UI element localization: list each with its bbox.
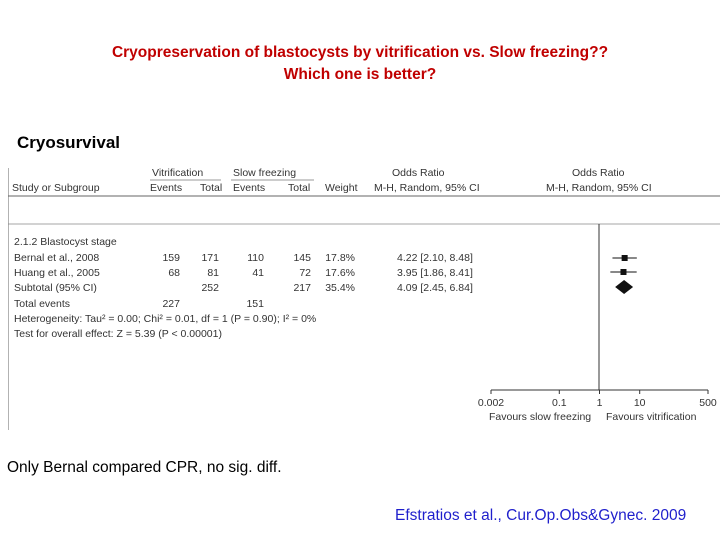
note-text: Only Bernal compared CPR, no sig. diff. (7, 459, 282, 476)
header-method-right: M-H, Random, 95% CI (546, 182, 652, 194)
overall-effect-text: Test for overall effect: Z = 5.39 (P < 0… (14, 328, 222, 340)
row-events2: 41 (252, 267, 264, 279)
row-ci: 4.22 [2.10, 8.48] (397, 252, 473, 264)
header-total2: Total (288, 182, 310, 194)
row-study: Subtotal (95% CI) (14, 282, 97, 294)
header-weight: Weight (325, 182, 358, 194)
slide-title: Cryopreservation of blastocysts by vitri… (0, 42, 720, 86)
total-events1: 227 (162, 298, 180, 310)
subgroup-label: 2.1.2 Blastocyst stage (14, 236, 117, 248)
x-tick-label: 0.1 (552, 397, 567, 409)
header-or-left: Odds Ratio (392, 167, 445, 179)
table-row-subtotal: Subtotal (95% CI) 252 217 35.4% 4.09 [2.… (14, 282, 473, 294)
title-line-1: Cryopreservation of blastocysts by vitri… (111, 44, 609, 61)
row-total2: 217 (293, 282, 311, 294)
x-tick-label: 10 (634, 397, 646, 409)
row-ci: 3.95 [1.86, 8.41] (397, 267, 473, 279)
table-row: Huang et al., 2005 68 81 41 72 17.6% 3.9… (14, 267, 473, 279)
table-row: Bernal et al., 2008 159 171 110 145 17.8… (14, 252, 473, 264)
row-ci: 4.09 [2.45, 6.84] (397, 282, 473, 294)
row-total1: 252 (201, 282, 219, 294)
header-study: Study or Subgroup (12, 182, 100, 194)
summary-diamond (615, 280, 634, 294)
header-method-left: M-H, Random, 95% CI (374, 182, 480, 194)
header-events1: Events (150, 182, 182, 194)
x-tick-label: 1 (597, 397, 603, 409)
favours-left: Favours slow freezing (489, 411, 591, 423)
row-study: Huang et al., 2005 (14, 267, 100, 279)
header-group2: Slow freezing (233, 167, 296, 179)
header-or-right: Odds Ratio (572, 167, 625, 179)
row-weight: 35.4% (325, 282, 355, 294)
reference-text: Efstratios et al., Cur.Op.Obs&Gynec. 200… (395, 507, 687, 524)
row-events2: 110 (247, 252, 264, 264)
x-tick-label: 0.002 (478, 397, 504, 409)
header-group1: Vitrification (152, 167, 203, 179)
row-total2: 72 (299, 267, 311, 279)
favours-right: Favours vitrification (606, 411, 697, 423)
heterogeneity-text: Heterogeneity: Tau² = 0.00; Chi² = 0.01,… (14, 313, 316, 325)
row-total2: 145 (293, 252, 311, 264)
section-heading: Cryosurvival (17, 133, 120, 152)
header-total1: Total (200, 182, 222, 194)
study-point (620, 269, 627, 275)
study-point (621, 255, 628, 261)
row-events1: 159 (162, 252, 180, 264)
x-tick-label: 500 (699, 397, 717, 409)
row-events1: 68 (168, 267, 180, 279)
row-total1: 171 (201, 252, 219, 264)
header-events2: Events (233, 182, 265, 194)
row-study: Bernal et al., 2008 (14, 252, 99, 264)
row-weight: 17.8% (325, 252, 355, 264)
plot-marks (610, 255, 637, 294)
total-events-label: Total events (14, 298, 70, 310)
total-events2: 151 (246, 298, 264, 310)
x-axis-ticks: 0.002 0.1 1 10 500 (478, 390, 717, 409)
title-line-2: Which one is better? (283, 66, 437, 83)
row-weight: 17.6% (325, 267, 355, 279)
forest-plot: Vitrification Slow freezing Odds Ratio O… (8, 167, 720, 430)
row-total1: 81 (207, 267, 219, 279)
